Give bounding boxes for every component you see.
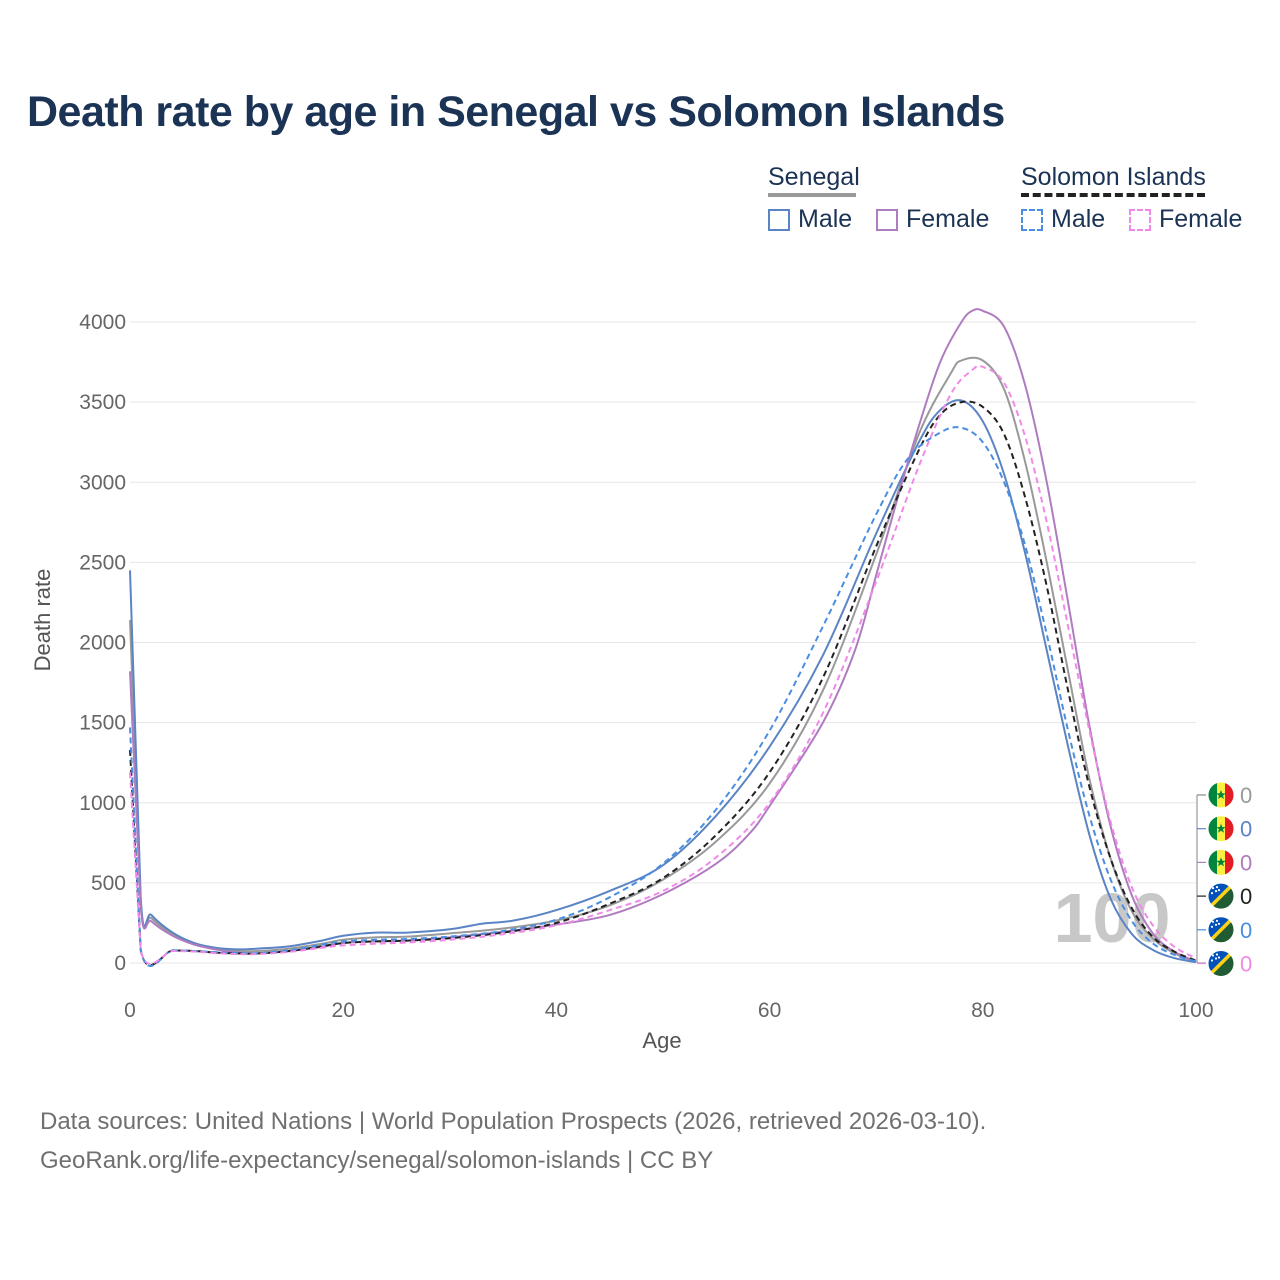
series-line-senegal-total-[interactable]	[129, 356, 1197, 964]
series-line-senegal-male[interactable]	[129, 399, 1197, 964]
y-tick-label: 500	[91, 872, 126, 895]
y-tick-label: 2500	[79, 551, 126, 574]
legend-item-senegal-female[interactable]: Female	[876, 205, 989, 234]
end-label-value: 0	[1240, 850, 1252, 875]
chart-title: Death rate by age in Senegal vs Solomon …	[27, 88, 1005, 136]
legend-label: Male	[798, 205, 853, 233]
y-tick-label: 0	[114, 952, 126, 975]
legend-solomon-line	[1021, 193, 1205, 197]
legend-group-senegal: Senegal	[768, 163, 860, 191]
end-label-value: 0	[1240, 884, 1252, 909]
end-label-value: 0	[1240, 817, 1252, 842]
axis-ticks: 0 500 1000 1500 2000 2500 3000 3500 4000 0 20 40 60 8…	[79, 311, 1213, 1022]
y-tick-label: 3000	[79, 471, 126, 494]
end-label-bracket	[1196, 794, 1206, 964]
legend-item-solomon-male[interactable]: Male	[1021, 205, 1105, 234]
x-tick-label: 60	[758, 999, 781, 1022]
footer-sources: Data sources: United Nations | World Pop…	[40, 1108, 987, 1135]
senegal-flag-icon	[1207, 848, 1235, 876]
y-tick-label: 1500	[79, 712, 126, 735]
watermark-age: 100	[1054, 879, 1171, 957]
end-label-value: 0	[1240, 952, 1252, 977]
end-labels: 0 0 0 0 0 0	[1196, 781, 1252, 977]
footer-link[interactable]: GeoRank.org/life-expectancy/senegal/solo…	[40, 1147, 714, 1174]
solomon-islands-flag-icon	[1207, 950, 1235, 977]
legend-label: Male	[1051, 205, 1106, 233]
legend-senegal-line	[768, 193, 856, 197]
y-tick-label: 1000	[79, 792, 126, 815]
end-label-value: 0	[1240, 918, 1252, 943]
y-tick-label: 2000	[79, 632, 126, 655]
legend-swatch-senegal-male	[768, 208, 790, 231]
legend-item-senegal-male[interactable]: Male	[768, 205, 852, 234]
end-label-value: 0	[1240, 783, 1252, 808]
legend-swatch-senegal-female	[876, 208, 898, 231]
x-tick-label: 20	[332, 999, 355, 1022]
legend-label: Female	[906, 205, 990, 233]
senegal-flag-icon	[1207, 815, 1235, 843]
x-tick-label: 40	[545, 999, 568, 1022]
x-axis-title: Age	[642, 1028, 681, 1053]
legend-swatch-solomon-male	[1021, 208, 1043, 231]
legend-group-solomon: Solomon Islands	[1021, 163, 1206, 191]
y-tick-label: 3500	[79, 391, 126, 414]
x-tick-label: 80	[971, 999, 994, 1022]
series-lines	[129, 308, 1197, 967]
x-tick-label: 100	[1178, 999, 1213, 1022]
grid-lines	[130, 321, 1196, 964]
legend-item-solomon-female[interactable]: Female	[1129, 205, 1242, 234]
legend-swatch-solomon-female	[1129, 208, 1151, 231]
solomon-islands-flag-icon	[1207, 882, 1235, 910]
senegal-flag-icon	[1207, 781, 1235, 809]
y-tick-label: 4000	[79, 311, 126, 334]
series-line-solomon-islands-male[interactable]	[129, 426, 1197, 967]
series-line-senegal-female[interactable]	[129, 308, 1197, 963]
solomon-islands-flag-icon	[1207, 916, 1235, 944]
series-line-solomon-islands-female[interactable]	[129, 364, 1197, 965]
y-axis-title: Death rate	[30, 569, 55, 672]
x-tick-label: 0	[124, 999, 136, 1022]
legend-label: Female	[1159, 205, 1243, 233]
